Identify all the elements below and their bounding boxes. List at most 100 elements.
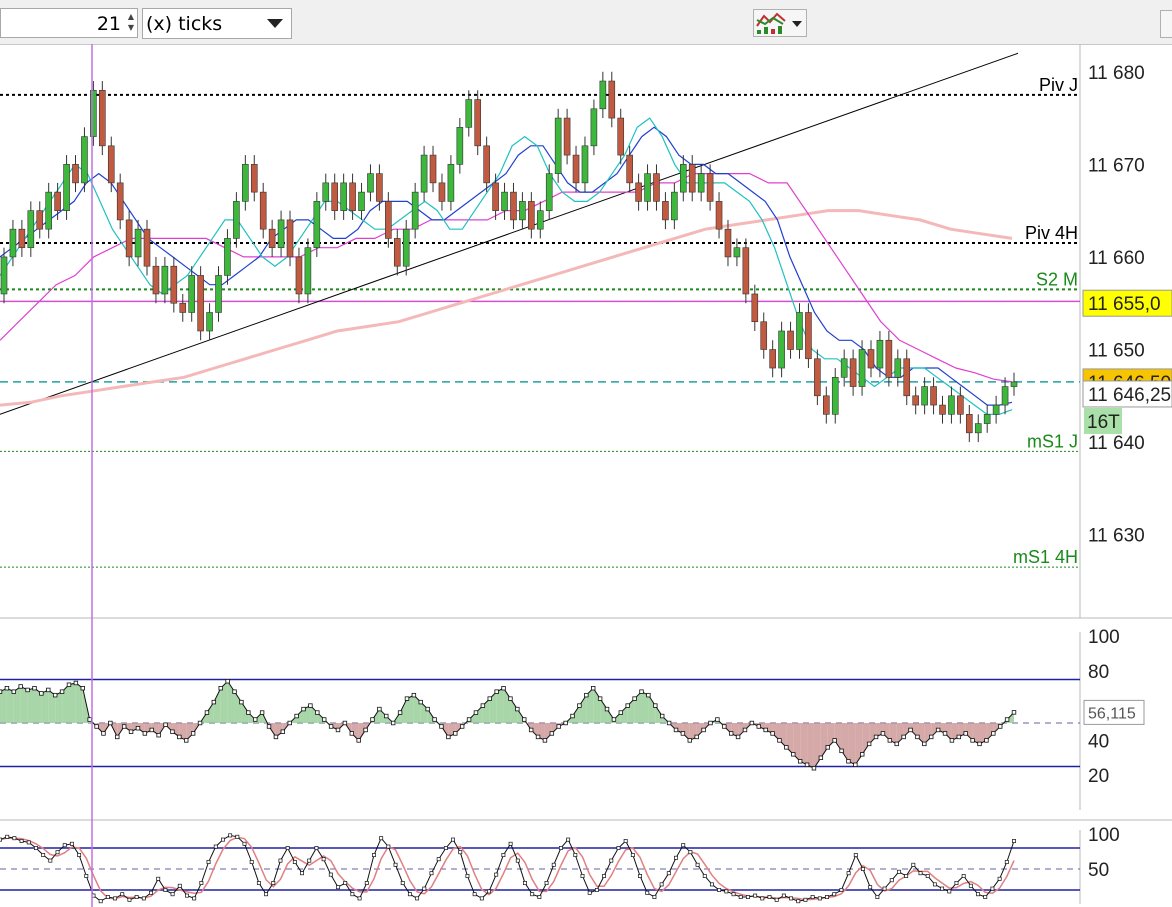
candle-body — [313, 201, 321, 248]
rsi-fill — [68, 682, 76, 723]
candle-body — [340, 182, 347, 211]
rsi-fill — [682, 723, 690, 741]
candle-body — [1010, 381, 1018, 387]
stoch-point — [587, 890, 592, 895]
unit-select[interactable]: (x) ticks — [142, 8, 292, 39]
spin-arrows-icon[interactable]: ▲ ▼ — [127, 12, 134, 32]
stoch-point — [271, 881, 276, 885]
stoch-point — [206, 860, 211, 864]
rsi-point — [446, 734, 451, 740]
price-panel: 11 680 11 670 11 660 11 650 11 640 11 630 Piv … — [0, 44, 1172, 619]
rsi-fill — [834, 723, 842, 751]
candle-body — [438, 182, 446, 202]
rsi-point — [556, 724, 561, 729]
stoch-point — [832, 892, 837, 897]
stoch-point — [220, 837, 225, 842]
rsi-point — [197, 720, 203, 726]
rsi-point — [480, 703, 486, 708]
stoch-point — [767, 895, 772, 899]
rsi-point — [190, 731, 196, 736]
stoch-point — [702, 874, 707, 878]
rsi-point — [349, 731, 354, 736]
rsi-point — [784, 745, 789, 750]
level-label: Piv 4H — [1025, 223, 1078, 243]
rsi-point — [253, 717, 258, 722]
stoch-point — [947, 889, 952, 894]
rsi-fill — [772, 723, 780, 741]
indicator-menu-button[interactable] — [753, 9, 807, 37]
rsi-point — [763, 727, 768, 733]
stoch-point — [983, 895, 988, 899]
rsi-point — [522, 717, 527, 722]
candle-body — [983, 414, 991, 424]
rsi-fill — [855, 723, 863, 765]
stoch-point — [256, 881, 261, 885]
period-input[interactable]: 21 ▲ ▼ — [0, 8, 138, 38]
stoch-point — [638, 874, 642, 878]
stoch-point — [141, 896, 146, 901]
candle-body — [679, 164, 687, 193]
rsi-fill — [696, 723, 704, 737]
rsi-point — [273, 734, 279, 740]
rsi-fill — [917, 723, 925, 744]
rsi-point — [901, 734, 906, 740]
rsi-point — [101, 731, 106, 736]
rsi-fill — [965, 723, 973, 741]
rsi-point — [453, 731, 458, 736]
candle-body — [385, 201, 392, 239]
candle-body — [957, 395, 964, 415]
candle-body — [939, 404, 946, 415]
candle-body — [295, 256, 303, 295]
rsi-fill — [48, 689, 56, 723]
rsi-point — [694, 734, 699, 740]
candle-body — [536, 210, 544, 230]
rsi-fill — [206, 702, 214, 723]
stoch-point — [458, 850, 463, 855]
rsi-point — [791, 752, 796, 757]
candle-body — [81, 136, 88, 184]
rsi-point — [18, 684, 23, 689]
rsi-fill — [406, 695, 414, 723]
side-panel-button[interactable] — [1160, 10, 1172, 38]
stoch-point — [688, 850, 693, 855]
rsi-fill — [420, 702, 428, 723]
candle-body — [688, 164, 696, 193]
stoch-point — [753, 893, 758, 898]
candle-body — [554, 117, 562, 174]
stoch-point — [41, 853, 46, 857]
candle-body — [894, 358, 902, 378]
rsi-point — [287, 720, 292, 726]
rsi-point — [156, 732, 161, 738]
candle-body — [215, 275, 222, 313]
rsi-point — [204, 710, 210, 715]
rsi-point — [211, 699, 217, 705]
candle-body — [161, 265, 169, 295]
candle-body — [447, 164, 455, 202]
rsi-fill — [882, 723, 890, 741]
rsi-point — [1004, 717, 1010, 722]
rsi-fill — [20, 686, 28, 723]
rsi-line — [0, 680, 1015, 769]
rsi-point — [797, 759, 803, 764]
dropdown-arrow-icon[interactable] — [267, 19, 283, 28]
rsi-fill — [634, 691, 642, 723]
rsi-point — [418, 699, 423, 705]
rsi-point — [121, 724, 127, 729]
price-tick-label: 11 660 — [1088, 248, 1145, 269]
rsi-point — [294, 713, 299, 719]
rsi-fill — [241, 702, 249, 723]
stoch-point — [1012, 839, 1016, 843]
candle-body — [563, 117, 571, 156]
stoch-point — [372, 853, 376, 857]
rsi-point — [25, 687, 30, 693]
candle-body — [134, 228, 142, 258]
stoch-point — [249, 860, 254, 864]
rsi-point — [625, 703, 630, 708]
stoch-point — [69, 841, 74, 846]
candle-body — [840, 358, 848, 378]
candle-body — [188, 275, 195, 313]
candle-body — [974, 423, 982, 434]
candle-body — [90, 89, 97, 137]
stoch-point — [163, 888, 168, 892]
candle-body — [733, 247, 741, 258]
